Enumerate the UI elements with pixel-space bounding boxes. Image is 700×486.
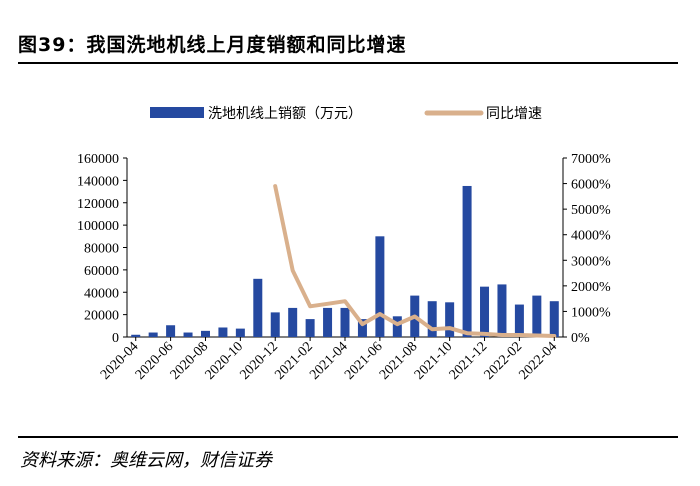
right-tick-label: 5000% <box>571 203 611 218</box>
source-divider <box>18 436 678 438</box>
legend-line-label: 同比增速 <box>486 106 542 122</box>
x-tick-label: 2021-10 <box>412 339 456 383</box>
right-tick-label: 6000% <box>571 178 611 193</box>
source-note: 资料来源：奥维云网，财信证券 <box>20 450 272 471</box>
x-tick-label: 2021-04 <box>307 339 351 383</box>
left-tick-label: 60000 <box>84 264 119 279</box>
growth-line-group <box>273 184 557 338</box>
left-tick-label: 0 <box>112 331 119 346</box>
x-tick-label: 2020-10 <box>203 339 247 383</box>
legend: 洗地机线上销额（万元） 同比增速 <box>150 106 542 122</box>
bar-2020-06 <box>166 325 176 337</box>
bars <box>131 185 559 337</box>
bar-2021-06 <box>375 236 385 337</box>
axes: 0 20000 40000 60000 80000 100000 120000 140000 1… <box>77 152 611 346</box>
x-tick-labels: 2020-042020-062020-082020-102020-122021-… <box>98 337 560 383</box>
bar-2020-10 <box>235 328 245 337</box>
bar-2021-11 <box>462 185 472 337</box>
title-divider <box>18 62 678 64</box>
right-tick-label: 1000% <box>571 305 611 320</box>
bar-2020-04 <box>131 334 141 337</box>
x-tick-label: 2021-02 <box>272 339 316 383</box>
chart-title: 图39：我国洗地机线上月度销额和同比增速 <box>18 34 407 56</box>
bar-2021-03 <box>323 307 333 337</box>
bar-2021-12 <box>480 286 490 337</box>
right-tick-label: 3000% <box>571 254 611 269</box>
bar-2021-07 <box>392 316 402 337</box>
bar-2022-03 <box>532 295 542 337</box>
bar-2022-01 <box>497 284 507 337</box>
right-tick-label: 7000% <box>571 152 611 167</box>
bar-2021-02 <box>305 319 315 337</box>
x-tick-label: 2022-04 <box>516 339 560 383</box>
left-tick-label: 160000 <box>77 152 119 167</box>
x-tick-label: 2020-12 <box>237 339 281 383</box>
left-tick-label: 140000 <box>77 174 119 189</box>
left-tick-label: 80000 <box>84 242 119 257</box>
left-tick-label: 120000 <box>77 197 119 212</box>
x-tick-label: 2020-06 <box>133 339 177 383</box>
bar-2021-05 <box>357 319 367 337</box>
bar-2021-04 <box>340 307 350 337</box>
bar-2020-08 <box>200 330 210 337</box>
x-tick-label: 2021-06 <box>342 339 386 383</box>
bar-2020-12 <box>270 312 280 337</box>
x-tick-label: 2022-02 <box>482 339 526 383</box>
growth-line <box>273 184 557 338</box>
bar-2020-09 <box>218 327 228 337</box>
left-tick-label: 100000 <box>77 219 119 234</box>
bar-2021-09 <box>427 301 437 337</box>
x-tick-label: 2020-08 <box>168 339 212 383</box>
right-tick-label: 2000% <box>571 280 611 295</box>
bar-2022-02 <box>514 304 524 337</box>
bar-2021-01 <box>288 307 298 337</box>
x-tick-label: 2020-04 <box>98 339 142 383</box>
bar-2020-05 <box>148 332 158 337</box>
x-tick-label: 2021-12 <box>447 339 491 383</box>
bar-2022-04 <box>549 301 559 337</box>
left-tick-label: 40000 <box>84 286 119 301</box>
x-tick-label: 2021-08 <box>377 339 421 383</box>
legend-bar-label: 洗地机线上销额（万元） <box>208 106 362 122</box>
bar-2020-11 <box>253 278 263 337</box>
right-tick-label: 0% <box>571 331 590 346</box>
legend-bar-swatch <box>150 107 204 118</box>
bar-2021-10 <box>445 302 455 337</box>
right-tick-label: 4000% <box>571 229 611 244</box>
bar-2020-07 <box>183 332 193 337</box>
left-tick-label: 20000 <box>84 309 119 324</box>
